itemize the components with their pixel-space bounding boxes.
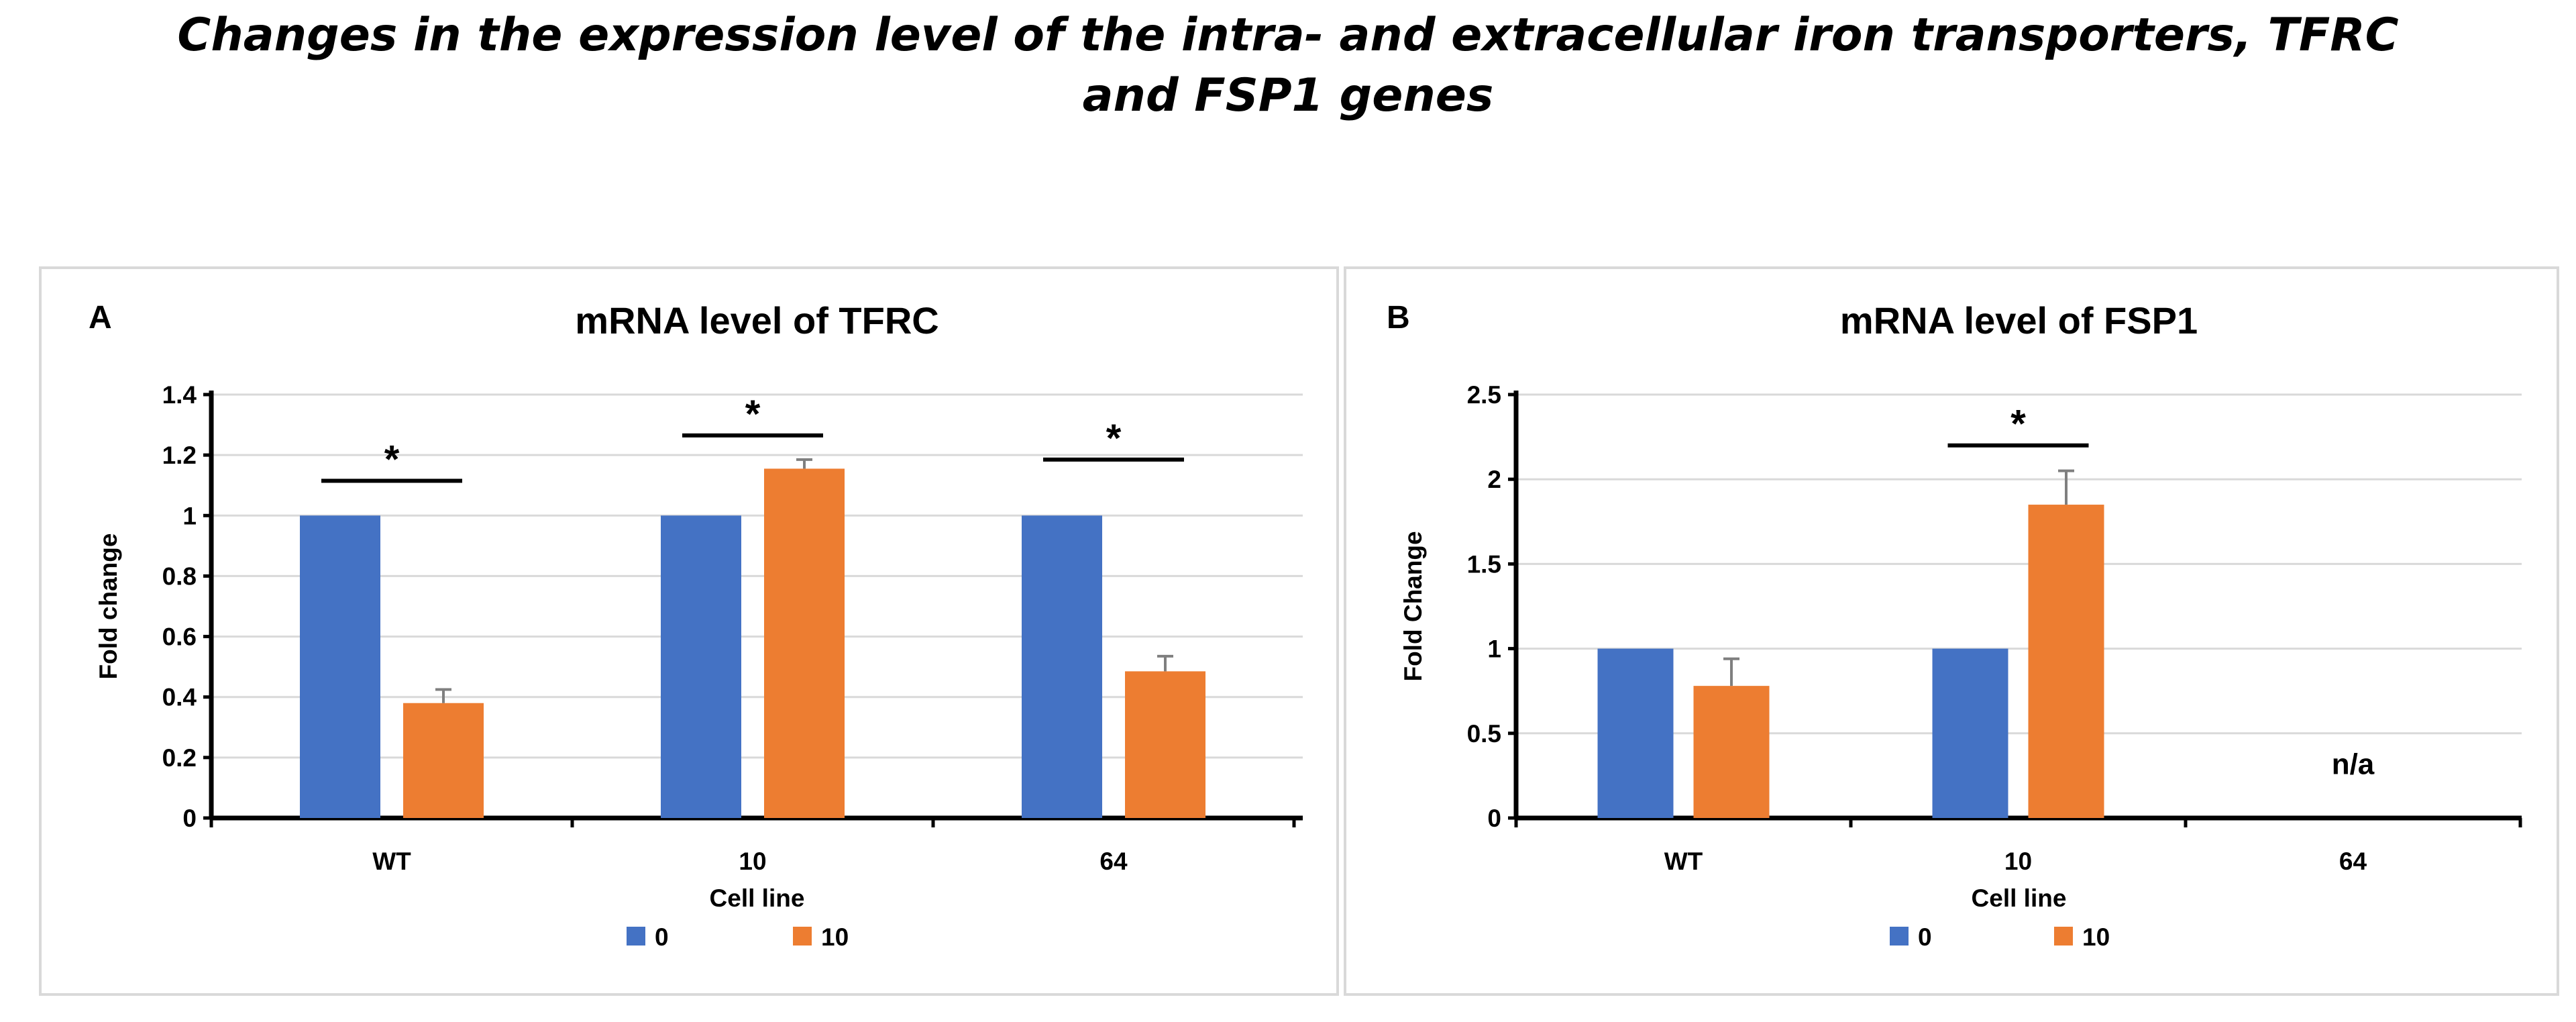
x-tick-label-a-64: 64 <box>1099 848 1128 875</box>
chart-title-a: mRNA level of TFRC <box>575 299 938 342</box>
y-axis-label-a: Fold change <box>95 533 122 680</box>
bar-a-series0-WT <box>300 515 380 818</box>
legend-swatch-b-10 <box>2054 927 2073 946</box>
bar-a-series10-10 <box>764 468 845 818</box>
y-tick-label-a-0: 0 <box>182 805 197 832</box>
significance-star-a-64: * <box>1106 417 1122 460</box>
y-axis-label-b: Fold Change <box>1399 531 1427 681</box>
bar-a-series10-WT <box>403 703 484 818</box>
page-title-line-2: and FSP1 genes <box>1082 69 1494 122</box>
legend-label-a-0: 0 <box>655 923 669 951</box>
y-tick-label-a-7: 1.4 <box>162 381 197 409</box>
legend-swatch-a-0 <box>627 927 645 946</box>
x-axis-label-b: Cell line <box>1972 884 2067 912</box>
page-title-line-1: Changes in the expression level of the i… <box>177 9 2399 62</box>
bar-a-series0-10 <box>661 515 741 818</box>
x-tick-label-b-10: 10 <box>2004 848 2032 875</box>
y-tick-label-b-4: 2 <box>1487 466 1501 493</box>
y-tick-label-a-5: 1 <box>182 502 197 529</box>
y-tick-label-b-0: 0 <box>1487 805 1501 832</box>
x-tick-label-b-64: 64 <box>2339 848 2367 875</box>
bar-a-series0-64 <box>1022 515 1102 818</box>
bar-b-series10-WT <box>1693 686 1770 818</box>
y-tick-label-a-6: 1.2 <box>162 442 197 469</box>
bar-b-series10-10 <box>2028 505 2104 818</box>
x-tick-label-a-10: 10 <box>739 848 766 875</box>
panel-letter-b: B <box>1387 300 1410 336</box>
y-tick-label-a-4: 0.8 <box>162 562 197 590</box>
significance-star-a-10: * <box>745 393 761 436</box>
x-axis-label-a: Cell line <box>710 884 805 912</box>
bar-a-series10-64 <box>1125 671 1205 818</box>
legend-swatch-b-0 <box>1890 927 1909 946</box>
annotation-b-64: n/a <box>2332 748 2375 780</box>
legend-label-b-0: 0 <box>1918 923 1932 951</box>
y-tick-label-b-3: 1.5 <box>1467 550 1501 578</box>
x-tick-label-b-WT: WT <box>1664 848 1703 875</box>
y-tick-label-b-2: 1 <box>1487 635 1501 663</box>
y-tick-label-b-1: 0.5 <box>1467 720 1501 748</box>
significance-star-a-WT: * <box>384 438 400 481</box>
y-tick-label-b-5: 2.5 <box>1467 381 1501 409</box>
x-tick-label-a-WT: WT <box>372 848 411 875</box>
y-tick-label-a-1: 0.2 <box>162 744 197 772</box>
bar-b-series0-WT <box>1597 648 1674 818</box>
y-tick-label-a-3: 0.6 <box>162 623 197 651</box>
page-title: Changes in the expression level of the i… <box>0 5 2576 126</box>
panel-letter-a: A <box>89 300 112 336</box>
y-tick-label-a-2: 0.4 <box>162 684 197 711</box>
legend-label-b-10: 10 <box>2082 923 2110 951</box>
legend-label-a-10: 10 <box>821 923 849 951</box>
legend-swatch-a-10 <box>793 927 812 946</box>
bar-b-series0-10 <box>1932 648 2008 818</box>
chart-title-b: mRNA level of FSP1 <box>1840 299 2198 342</box>
significance-star-b-10: * <box>2010 403 2026 446</box>
